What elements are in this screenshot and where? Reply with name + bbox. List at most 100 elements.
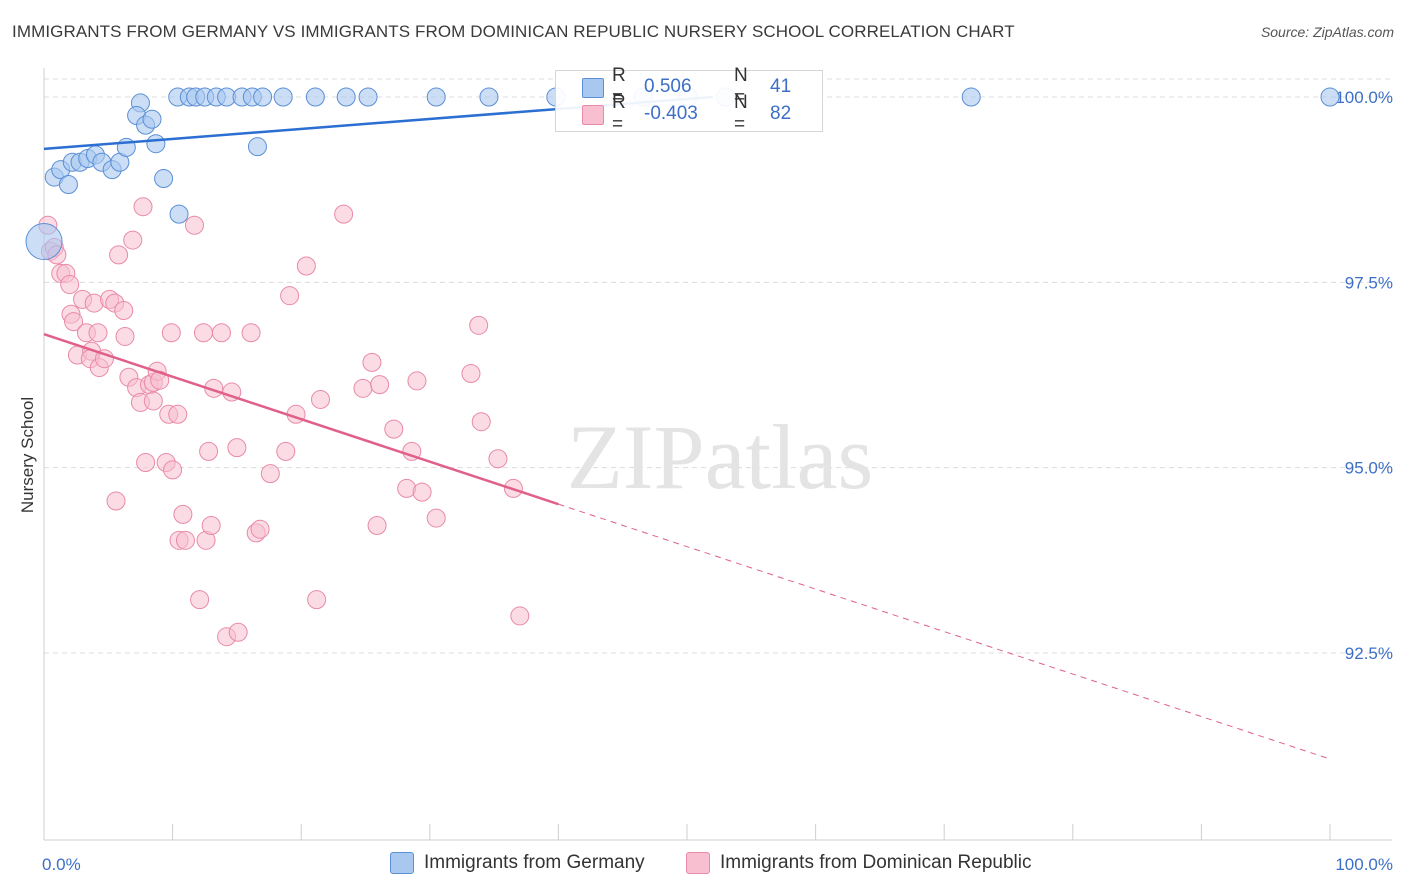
chart-title: IMMIGRANTS FROM GERMANY VS IMMIGRANTS FR…: [12, 22, 1015, 41]
y-tick-label: 92.5%: [1345, 644, 1393, 663]
data-point-germany: [142, 109, 162, 129]
data-point-germany: [154, 169, 174, 189]
series-legend: Immigrants from Germany Immigrants from …: [0, 852, 1406, 878]
data-point-dominican: [211, 323, 231, 343]
y-tick-label: 100.0%: [1335, 88, 1393, 107]
data-point-dominican: [228, 622, 248, 642]
data-point-dominican: [109, 245, 129, 265]
data-point-dominican: [241, 323, 261, 343]
x-tick-label: 0.0%: [42, 855, 81, 874]
data-point-dominican: [407, 371, 427, 391]
data-point-germany: [253, 87, 273, 107]
legend-r-value-dominican: -0.403: [644, 103, 698, 124]
legend-r-label: R =: [612, 65, 626, 108]
data-point-dominican: [64, 312, 84, 332]
data-point-germany: [1320, 87, 1340, 107]
data-point-germany: [336, 87, 356, 107]
data-point-dominican: [143, 391, 163, 411]
data-point-dominican: [190, 590, 210, 610]
trend-line-dominican: [43, 333, 559, 506]
data-point-dominican: [115, 326, 135, 346]
data-point-dominican: [412, 482, 432, 502]
data-point-dominican: [370, 375, 390, 395]
data-point-dominican: [193, 323, 213, 343]
data-point-germany: [961, 87, 981, 107]
data-point-dominican: [175, 530, 195, 550]
data-point-dominican: [163, 460, 183, 480]
legend-n-value-dominican: 82: [770, 103, 792, 124]
x-tick-label: 100.0%: [1335, 855, 1393, 874]
y-tick-labels: 100.0% 97.5% 95.0% 92.5%: [1335, 88, 1393, 663]
data-point-dominican: [184, 215, 204, 235]
legend-swatch-dominican: [686, 852, 710, 874]
x-tick-labels: 0.0% 100.0%: [42, 855, 1393, 874]
data-point-germany: [169, 204, 189, 224]
data-point-dominican: [307, 590, 327, 610]
data-point-germany: [146, 134, 166, 154]
series-dominican-points: [38, 197, 530, 647]
data-point-germany: [247, 137, 267, 157]
data-point-dominican: [510, 606, 530, 626]
data-point-dominican: [296, 256, 316, 276]
data-point-dominican: [227, 438, 247, 458]
legend-n-label: N =: [734, 92, 748, 135]
source-credit: Source: ZipAtlas.com: [1260, 24, 1394, 40]
data-point-dominican: [60, 275, 80, 295]
data-point-germany: [479, 87, 499, 107]
data-point-dominican: [402, 441, 422, 461]
data-point-germany: [305, 87, 325, 107]
data-point-dominican: [469, 315, 489, 335]
legend-n-label: N =: [734, 65, 748, 108]
y-tick-label: 95.0%: [1345, 459, 1393, 478]
y-tick-label: 97.5%: [1345, 273, 1393, 292]
data-point-germany: [273, 87, 293, 107]
data-point-dominican: [106, 491, 126, 511]
legend-r-value-germany: 0.506: [644, 76, 692, 97]
legend-label-germany: Immigrants from Germany: [424, 852, 645, 873]
data-point-dominican: [334, 204, 354, 224]
data-point-germany: [358, 87, 378, 107]
data-point-dominican: [362, 352, 382, 372]
stats-legend: R = 0.506 N = 41 R = -0.403 N = 82: [555, 65, 823, 135]
data-point-dominican: [426, 508, 446, 528]
data-point-dominican: [461, 364, 481, 384]
data-point-dominican: [94, 349, 114, 369]
data-point-dominican: [353, 378, 373, 398]
legend-swatch-dominican: [582, 105, 604, 125]
data-point-germany: [58, 174, 78, 194]
legend-swatch-germany: [390, 852, 414, 874]
data-point-dominican: [250, 519, 270, 539]
grid: [44, 78, 1392, 654]
data-point-dominican: [88, 323, 108, 343]
legend-swatch-germany: [582, 78, 604, 98]
data-point-dominican: [471, 412, 491, 432]
legend-label-dominican: Immigrants from Dominican Republic: [720, 852, 1032, 873]
legend-r-label: R =: [612, 92, 626, 135]
data-point-dominican: [136, 452, 156, 472]
legend-item-germany[interactable]: Immigrants from Germany: [390, 852, 645, 874]
data-point-dominican: [201, 515, 221, 535]
data-point-dominican: [133, 197, 153, 217]
data-point-dominican: [123, 230, 143, 250]
data-point-dominican: [488, 449, 508, 469]
trend-line-dominican-extrapolated: [558, 503, 1331, 760]
data-point-germany: [25, 223, 63, 261]
legend-item-dominican[interactable]: Immigrants from Dominican Republic: [686, 852, 1032, 874]
axes: [43, 68, 1392, 841]
data-point-dominican: [260, 464, 280, 484]
y-axis-label: Nursery School: [18, 397, 37, 513]
data-point-dominican: [161, 323, 181, 343]
data-point-dominican: [367, 515, 387, 535]
data-point-dominican: [173, 504, 193, 524]
data-point-dominican: [310, 389, 330, 409]
legend-n-value-germany: 41: [770, 76, 792, 97]
data-point-dominican: [276, 441, 296, 461]
data-point-germany: [426, 87, 446, 107]
data-point-dominican: [384, 419, 404, 439]
data-point-dominican: [199, 441, 219, 461]
watermark: ZIPatlas: [567, 406, 874, 508]
data-point-dominican: [168, 404, 188, 424]
data-point-dominican: [114, 301, 134, 321]
data-point-dominican: [280, 286, 300, 306]
